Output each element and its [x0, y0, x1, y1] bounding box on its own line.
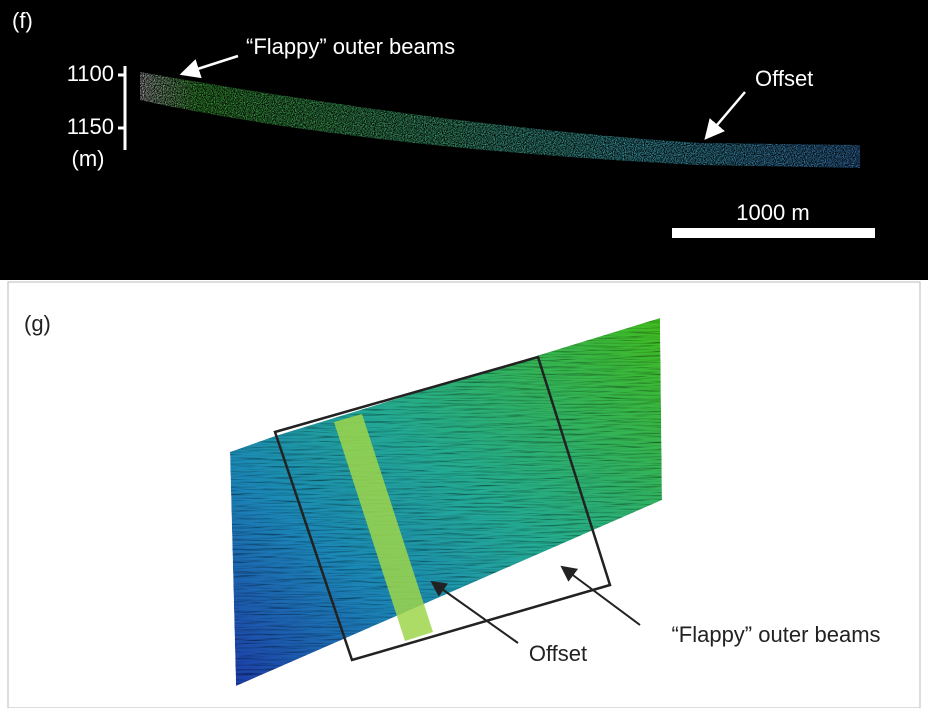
- depth-tick-label: 1100: [67, 61, 114, 86]
- annotation: “Flappy” outer beams: [246, 34, 455, 59]
- annotation: “Flappy” outer beams: [671, 622, 880, 647]
- depth-tick-label: 1150: [67, 114, 114, 139]
- depth-unit: (m): [72, 146, 105, 171]
- panel-label: (g): [24, 311, 51, 336]
- scale-bar-label: 1000 m: [736, 200, 809, 225]
- page: (f) 1100 1150 (m) “Flappy” outer beams O…: [0, 0, 928, 708]
- annotation: Offset: [755, 66, 813, 91]
- panel-label: (f): [12, 8, 33, 33]
- scale-bar: [672, 228, 875, 238]
- figure: (f) 1100 1150 (m) “Flappy” outer beams O…: [0, 0, 928, 708]
- annotation: Offset: [529, 641, 587, 666]
